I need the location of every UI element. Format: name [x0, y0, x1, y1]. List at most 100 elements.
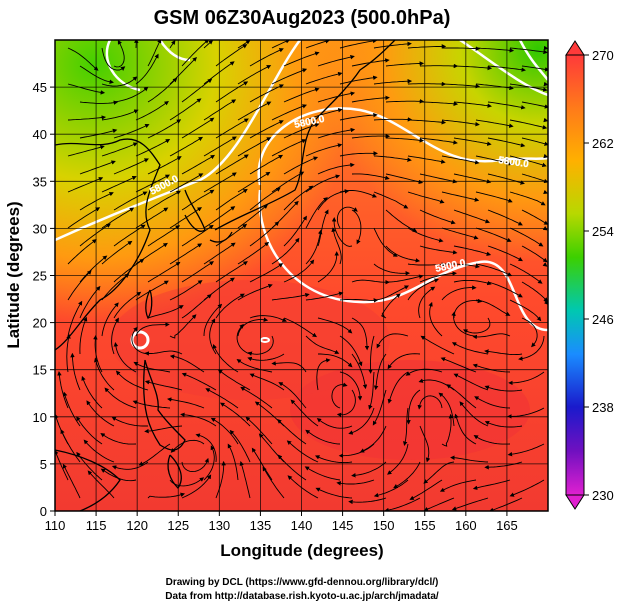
streamline	[113, 291, 142, 319]
streamline	[181, 261, 214, 283]
streamline	[423, 497, 455, 511]
streamline	[181, 474, 212, 499]
streamline	[543, 81, 548, 87]
streamline	[147, 190, 181, 211]
streamline	[305, 197, 328, 229]
streamline	[271, 139, 307, 157]
streamline	[351, 209, 362, 245]
streamline	[271, 292, 310, 301]
streamline	[407, 262, 447, 267]
streamline	[407, 155, 446, 164]
streamline	[249, 373, 285, 391]
streamline	[170, 439, 205, 453]
coastline-asia	[55, 138, 161, 351]
y-tick-label: 25	[33, 269, 47, 284]
colorbar-ticks: 270 262 254 246 238 230	[584, 48, 614, 503]
streamline	[450, 455, 489, 463]
streamline	[417, 395, 443, 410]
streamline	[195, 433, 217, 463]
coastline-philippines	[143, 359, 186, 451]
streamline	[271, 104, 307, 121]
streamline	[215, 154, 249, 175]
streamline	[387, 443, 409, 475]
streamline	[169, 280, 203, 301]
streamline	[283, 215, 307, 247]
streamline	[317, 251, 339, 283]
streamline	[317, 91, 356, 103]
streamline	[462, 317, 491, 334]
streamline	[210, 417, 239, 445]
streamline	[419, 101, 459, 107]
streamline	[385, 137, 425, 143]
streamline	[135, 138, 171, 157]
streamline	[521, 137, 548, 146]
streamline	[489, 497, 523, 511]
streamline	[381, 293, 401, 319]
streamline	[147, 156, 182, 175]
streamline	[305, 40, 330, 49]
colorbar-tick-label: 238	[592, 400, 614, 415]
streamline	[305, 229, 323, 265]
streamline	[487, 101, 526, 110]
streamline	[339, 40, 378, 49]
streamline	[521, 209, 548, 225]
streamline	[147, 225, 181, 247]
streamline	[487, 137, 526, 148]
streamline	[271, 40, 291, 49]
streamline	[62, 463, 81, 499]
streamline	[442, 46, 481, 51]
streamline	[101, 76, 138, 87]
streamline	[373, 285, 410, 301]
streamline	[475, 227, 512, 242]
streamline	[283, 185, 314, 211]
streamline	[385, 99, 425, 104]
streamline	[317, 54, 355, 67]
x-tick-label: 110	[45, 518, 66, 533]
streamline	[236, 358, 273, 373]
credit-line-2: Data from http://database.rish.kyoto-u.a…	[165, 591, 439, 602]
streamline	[368, 371, 375, 410]
streamline	[271, 68, 308, 85]
streamline	[135, 322, 170, 337]
streamline	[509, 227, 544, 247]
streamline	[317, 127, 356, 139]
streamline	[484, 349, 523, 356]
streamline	[474, 396, 511, 409]
small-contour	[260, 337, 270, 343]
streamline	[419, 209, 456, 225]
streamline	[67, 145, 105, 157]
streamline	[181, 189, 215, 211]
coastline-borneo	[55, 449, 121, 511]
streamline	[135, 53, 159, 85]
y-tick-label: 10	[33, 410, 47, 425]
streamline	[542, 262, 548, 267]
streamline	[79, 100, 119, 105]
coastline-taiwan	[145, 289, 153, 320]
streamline	[339, 75, 378, 85]
streamline	[508, 371, 545, 386]
streamline	[215, 188, 248, 211]
streamline	[407, 44, 447, 49]
streamline	[475, 155, 514, 166]
streamline	[169, 98, 202, 121]
streamline	[407, 191, 445, 204]
contour-line	[105, 40, 141, 92]
streamline	[451, 311, 477, 337]
streamline	[509, 479, 545, 497]
coastlines	[55, 40, 396, 511]
streamline	[453, 101, 492, 108]
streamline	[454, 413, 477, 445]
x-tick-label: 145	[332, 518, 354, 533]
streamline	[83, 439, 115, 463]
streamline	[249, 154, 284, 175]
y-tick-label: 30	[33, 221, 47, 236]
contour-line	[518, 40, 548, 81]
x-axis-label: Longitude (degrees)	[220, 541, 383, 560]
streamline	[271, 361, 307, 373]
streamline	[147, 119, 182, 139]
streamline	[419, 173, 458, 184]
streamline	[423, 461, 455, 484]
streamline	[475, 263, 513, 277]
streamline	[237, 65, 272, 85]
